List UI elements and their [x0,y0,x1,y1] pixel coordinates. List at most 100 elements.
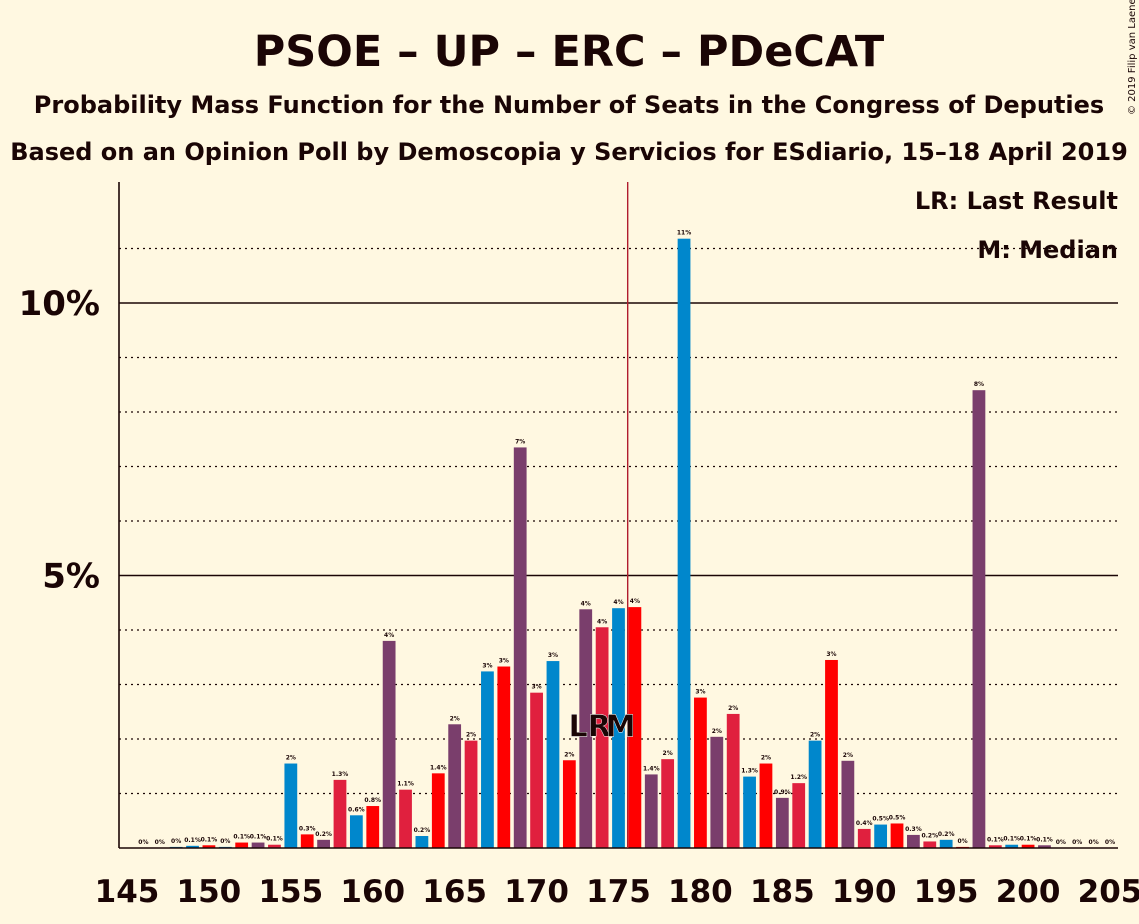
bar-label-seat-178: 2% [663,750,673,757]
bar-seat-152 [235,842,249,848]
bar-seat-176 [628,607,642,848]
x-tick-185: 185 [750,874,815,910]
bar-label-seat-190: 0.4% [856,820,873,827]
bar-label-seat-175: 4% [613,599,623,606]
bar-seat-183 [743,776,756,848]
x-tick-180: 180 [668,874,733,910]
bar-label-seat-177: 1.4% [643,765,660,772]
chart-subtitle-1: Probability Mass Function for the Number… [34,91,1104,119]
bar-seat-178 [661,759,675,848]
bar-seat-167 [481,671,494,848]
bar-seat-193 [907,834,920,848]
bar-label-seat-174: 4% [597,618,607,625]
bar-seat-181 [710,736,724,848]
bar-seat-157 [317,839,330,848]
bar-seat-198 [988,845,1002,848]
bar-label-seat-149: 0.1% [184,837,201,844]
bar-label-seat-159: 0.6% [348,806,365,813]
bar-label-seat-148: 0% [171,838,181,845]
bar-label-seat-153: 0.1% [250,834,267,841]
x-tick-165: 165 [422,874,487,910]
bar-seat-192 [890,823,904,848]
axes: 145 150 155 160 165 170 175 180 185 190 195 200 205 5… [19,182,1139,910]
bar-seat-164 [431,773,445,848]
bar-seat-162 [399,789,412,848]
bar-seat-168 [497,666,511,848]
bar-seat-182 [726,713,740,848]
bar-label-seat-204: 0% [1089,839,1099,846]
bar-label-seat-194: 0.2% [921,832,938,839]
bar-seat-184 [759,763,773,848]
bar-labels: 0% 0% 0% 0.1% 0.1% 0%0.1% 0.1% 0.1%2%0.3%0.2%1.… [138,230,1115,846]
bar-label-seat-176: 4% [630,598,640,605]
bar-label-seat-188: 3% [826,651,836,658]
last-result-marker: LR [569,709,611,744]
bar-seat-180 [694,697,707,848]
bar-label-seat-146: 0% [138,839,148,846]
bar-seat-172 [562,760,576,848]
x-tick-155: 155 [258,874,323,910]
bar-label-seat-187: 2% [810,732,820,739]
bar-label-seat-183: 1.3% [741,768,758,775]
bar-label-seat-186: 1.2% [790,774,807,781]
bar-seat-153 [251,842,265,848]
bar-label-seat-154: 0.1% [266,836,283,843]
bar-seat-188 [825,659,838,848]
bar-label-seat-156: 0.3% [299,825,316,832]
bar-label-seat-197: 8% [974,381,984,388]
x-tick-205: 205 [1078,874,1139,910]
bar-seat-186 [792,783,806,848]
bar-seat-154 [268,844,281,848]
bar-label-seat-150: 0.1% [201,836,218,843]
bar-label-seat-170: 3% [531,684,541,691]
bar-seat-165 [448,724,462,848]
bar-label-seat-195: 0.2% [938,831,955,838]
bar-seat-170 [530,692,543,848]
bar-seat-189 [841,760,855,848]
bar-label-seat-168: 3% [499,658,509,665]
bar-seat-161 [382,640,396,848]
bar-seat-150 [202,845,216,848]
x-tick-200: 200 [996,874,1061,910]
bar-label-seat-181: 2% [712,728,722,735]
bar-label-seat-161: 4% [384,632,394,639]
bar-seat-187 [808,740,822,848]
bar-seat-158 [333,779,347,848]
bar-label-seat-193: 0.3% [905,826,922,833]
bar-seat-160 [366,806,380,848]
chart-subtitle-2: Based on an Opinion Poll by Demoscopia y… [10,138,1128,166]
bar-seat-171 [546,661,560,848]
x-tick-160: 160 [340,874,405,910]
bar-label-seat-155: 2% [286,755,296,762]
bar-seat-201 [1038,845,1051,848]
bar-label-seat-198: 0.1% [987,836,1004,843]
bar-label-seat-152: 0.1% [233,834,250,841]
chart-title: PSOE – UP – ERC – PDeCAT [254,27,885,77]
bar-label-seat-166: 2% [466,732,476,739]
bar-label-seat-158: 1.3% [332,771,349,778]
bar-seat-195 [939,839,953,848]
x-tick-150: 150 [177,874,242,910]
legend-last-result: LR: Last Result [915,187,1118,215]
bar-label-seat-160: 0.8% [364,797,381,804]
bar-seat-174 [595,627,609,848]
bar-label-seat-162: 1.1% [397,781,414,788]
x-tick-145: 145 [95,874,160,910]
bar-label-seat-182: 2% [728,705,738,712]
bar-seat-149 [186,845,199,848]
bar-seat-185 [775,797,789,848]
y-tick-10%: 10% [19,284,100,324]
bar-label-seat-203: 0% [1072,839,1082,846]
bar-seat-200 [1021,844,1035,848]
bar-label-seat-184: 2% [761,755,771,762]
bar-label-seat-191: 0.5% [872,816,889,823]
bar-label-seat-172: 2% [564,751,574,758]
legend-median: M: Median [977,236,1118,264]
bar-label-seat-151: 0% [220,838,230,845]
bar-label-seat-180: 3% [695,689,705,696]
bar-label-seat-202: 0% [1056,839,1066,846]
bar-seat-177 [644,774,658,848]
bars [169,238,1051,848]
x-tick-190: 190 [832,874,897,910]
